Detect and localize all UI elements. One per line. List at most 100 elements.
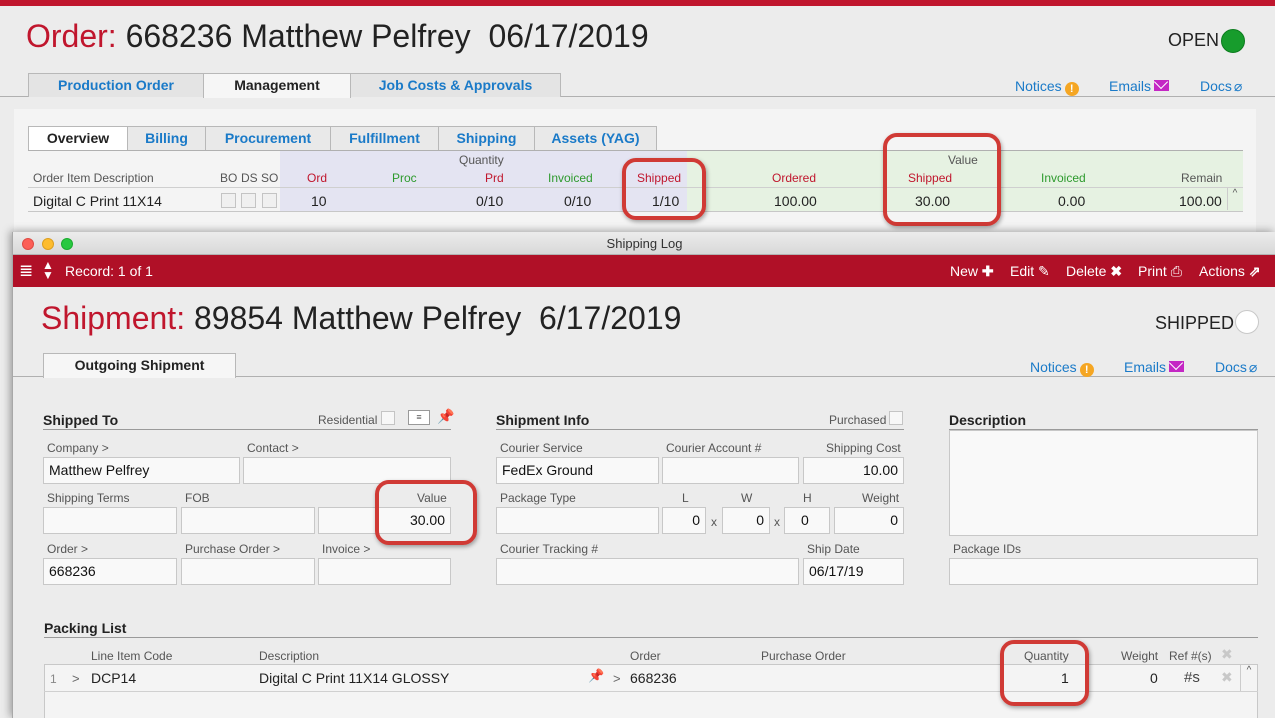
delete-button[interactable]: Delete ✖: [1066, 263, 1122, 280]
shipping-cost-label: Shipping Cost: [826, 441, 901, 455]
shipping-cost-field[interactable]: 10.00: [803, 457, 904, 484]
contact-field[interactable]: [243, 457, 451, 484]
actions-button[interactable]: Actions ⇗: [1199, 263, 1261, 280]
scroll-up-arrow-icon[interactable]: ^: [1240, 665, 1257, 691]
order-link-chevron-icon[interactable]: >: [613, 671, 621, 686]
header-remove-icon[interactable]: ✖: [1221, 646, 1233, 662]
package-type-field[interactable]: [496, 507, 659, 534]
company-label[interactable]: Company >: [47, 441, 109, 455]
minimize-window-button[interactable]: [42, 238, 54, 250]
shipment-status-indicator[interactable]: [1235, 310, 1259, 334]
courier-tracking-field[interactable]: [496, 558, 799, 585]
row-ord: 10: [311, 193, 327, 209]
courier-service-field[interactable]: FedEx Ground: [496, 457, 659, 484]
col-invoiced: Invoiced: [548, 171, 593, 185]
ship-date-field[interactable]: 06/17/19: [803, 558, 904, 585]
order-title: Order: 668236 Matthew Pelfrey 06/17/2019: [26, 18, 649, 55]
shipping-terms-field[interactable]: [43, 507, 177, 534]
docs-label: Docs: [1200, 78, 1232, 94]
row-expand-chevron-icon[interactable]: >: [72, 671, 80, 686]
checkbox-so[interactable]: [262, 193, 277, 208]
pin-icon[interactable]: 📌: [588, 668, 605, 683]
length-field[interactable]: 0: [662, 507, 706, 534]
order-date: 06/17/2019: [488, 18, 649, 54]
close-window-button[interactable]: [22, 238, 34, 250]
subtab-shipping[interactable]: Shipping: [438, 126, 535, 150]
tab-production-order[interactable]: Production Order: [28, 73, 204, 97]
scroll-up-arrow-icon[interactable]: ^: [1227, 188, 1242, 210]
checkbox-ds[interactable]: [241, 193, 256, 208]
shipped-to-title: Shipped To: [43, 412, 119, 428]
pin-icon[interactable]: 📌: [437, 408, 455, 424]
description-title: Description: [949, 412, 1027, 428]
shipment-docs-link[interactable]: Docs ⌀: [1215, 359, 1257, 376]
shipment-emails-link[interactable]: Emails: [1124, 359, 1185, 375]
checkbox-bo[interactable]: [221, 193, 236, 208]
shipment-title: Shipment: 89854 Matthew Pelfrey 6/17/201…: [41, 300, 681, 337]
record-stepper-icon[interactable]: ▲ ▼: [42, 258, 54, 282]
row-prd: 0/10: [476, 193, 504, 209]
print-button[interactable]: Print ⎙: [1138, 263, 1182, 280]
packing-row-divider: [44, 691, 1258, 692]
col-ref: Ref #(s): [1169, 649, 1212, 663]
subtab-billing[interactable]: Billing: [127, 126, 206, 150]
col-quantity: Quantity: [1024, 649, 1069, 663]
purchase-order-field[interactable]: [181, 558, 315, 585]
fob-field[interactable]: [181, 507, 315, 534]
row-remain: 100.00: [1179, 193, 1222, 209]
subtab-fulfillment[interactable]: Fulfillment: [330, 126, 439, 150]
courier-account-field[interactable]: [662, 457, 799, 484]
contact-label[interactable]: Contact >: [247, 441, 299, 455]
subtab-overview[interactable]: Overview: [28, 126, 128, 150]
description-textarea[interactable]: [949, 430, 1258, 536]
actions-arrow-icon: ⇗: [1248, 263, 1261, 279]
row-quantity[interactable]: 1: [1061, 670, 1069, 686]
subtab-procurement[interactable]: Procurement: [205, 126, 331, 150]
tab-job-costs-approvals[interactable]: Job Costs & Approvals: [350, 73, 561, 97]
docs-link[interactable]: Docs ⌀: [1200, 78, 1242, 95]
order-status-indicator[interactable]: [1221, 29, 1245, 53]
notices-link[interactable]: Notices!: [1015, 78, 1079, 96]
delete-label: Delete: [1066, 263, 1107, 279]
remove-row-icon[interactable]: ✖: [1221, 669, 1233, 685]
row-item-description[interactable]: Digital C Print 11X14 GLOSSY: [259, 670, 450, 686]
order-link-label[interactable]: Order >: [47, 542, 89, 556]
edit-button[interactable]: Edit ✎: [1010, 263, 1050, 280]
purchase-order-label[interactable]: Purchase Order >: [185, 542, 281, 556]
window-titlebar[interactable]: Shipping Log: [13, 232, 1275, 255]
purchased-checkbox[interactable]: [889, 411, 903, 425]
package-ids-field[interactable]: [949, 558, 1258, 585]
order-field[interactable]: 668236: [43, 558, 177, 585]
shipment-info-rule: [496, 429, 904, 430]
tab-management[interactable]: Management: [203, 73, 351, 98]
residential-checkbox[interactable]: [381, 411, 395, 425]
company-field[interactable]: Matthew Pelfrey: [43, 457, 240, 484]
order-number: 668236: [125, 18, 233, 54]
row-order[interactable]: 668236: [630, 670, 677, 686]
package-ids-label: Package IDs: [953, 542, 1022, 556]
emails-link[interactable]: Emails: [1109, 78, 1170, 94]
invoice-field[interactable]: [318, 558, 451, 585]
row-description[interactable]: Digital C Print 11X14: [33, 193, 162, 209]
dimension-separator: x: [711, 515, 717, 529]
width-field[interactable]: 0: [722, 507, 770, 534]
col-ds: DS: [241, 171, 258, 185]
row-line-item-code[interactable]: DCP14: [91, 670, 137, 686]
menu-icon[interactable]: ≣: [19, 261, 34, 280]
height-field[interactable]: 0: [784, 507, 830, 534]
warning-icon: !: [1079, 363, 1094, 377]
invoice-label[interactable]: Invoice >: [322, 542, 371, 556]
shipment-docs-label: Docs: [1215, 359, 1247, 375]
reference-number-icon[interactable]: #s: [1184, 669, 1200, 686]
address-card-icon[interactable]: ≡: [408, 410, 430, 425]
col-ordered: Ordered: [772, 171, 817, 185]
zoom-window-button[interactable]: [61, 238, 73, 250]
shipped-to-rule: [43, 429, 451, 430]
new-button[interactable]: New ✚: [950, 263, 994, 280]
subtab-assets-yag[interactable]: Assets (YAG): [534, 126, 657, 150]
close-x-icon: ✖: [1110, 263, 1123, 279]
row-weight[interactable]: 0: [1150, 670, 1158, 686]
tab-outgoing-shipment[interactable]: Outgoing Shipment: [43, 353, 236, 378]
weight-field[interactable]: 0: [834, 507, 904, 534]
shipment-notices-link[interactable]: Notices!: [1030, 359, 1094, 377]
